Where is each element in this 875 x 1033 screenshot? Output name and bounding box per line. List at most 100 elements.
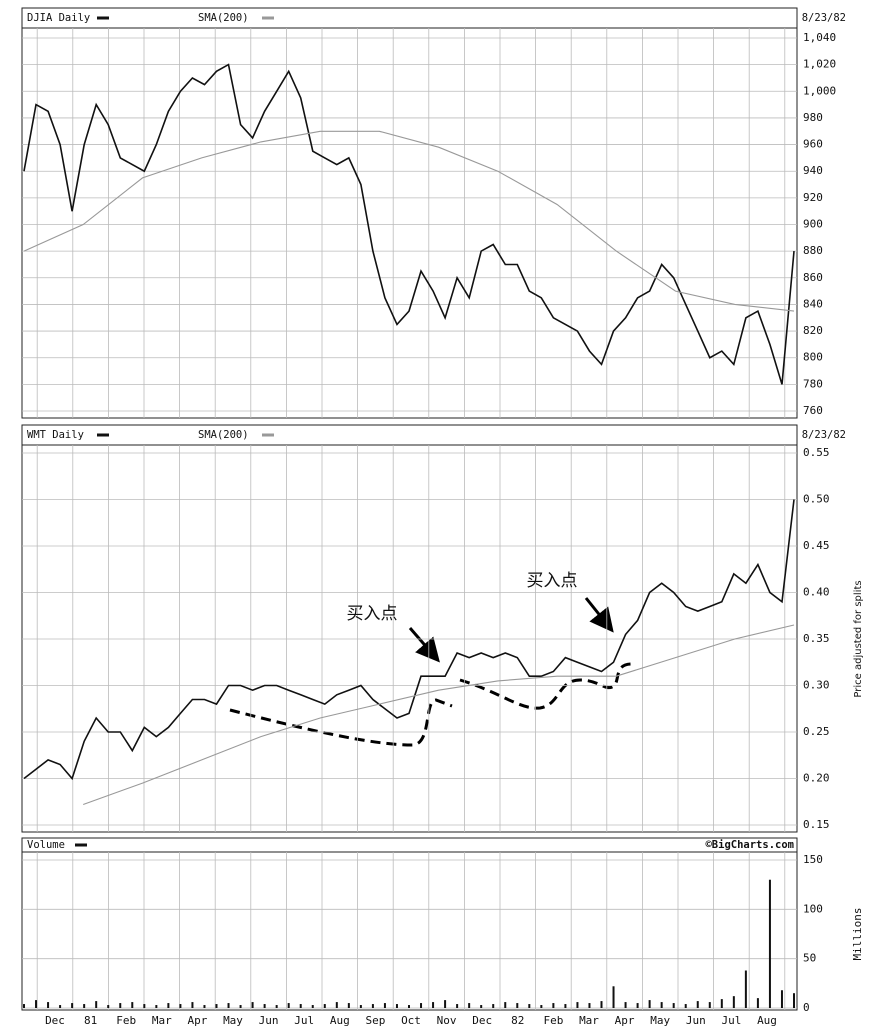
volume-bar <box>564 1004 567 1008</box>
volume-bar <box>191 1002 194 1008</box>
volume-bar <box>263 1004 266 1008</box>
volume-bar <box>203 1005 206 1008</box>
volume-bar <box>311 1005 314 1008</box>
legend-label: SMA(200) <box>198 429 249 441</box>
x-tick-label: Dec <box>472 1014 492 1027</box>
x-tick-label: Oct <box>401 1014 421 1027</box>
y-tick-label: 900 <box>803 218 823 231</box>
volume-bar <box>35 1000 38 1008</box>
x-tick-label: Mar <box>579 1014 599 1027</box>
volume-bar <box>576 1002 579 1008</box>
annotation: 买入点 <box>527 571 578 590</box>
panel-title: Volume <box>27 839 65 851</box>
arrow <box>408 627 440 663</box>
price-line <box>83 624 795 806</box>
x-tick-label: May <box>650 1014 670 1027</box>
volume-bar <box>468 1003 471 1008</box>
y-tick-label: 840 <box>803 297 823 310</box>
y-tick-label: 760 <box>803 404 823 417</box>
volume-bar <box>720 999 723 1008</box>
y-tick-label: 0.45 <box>803 539 830 552</box>
x-tick-label: Apr <box>187 1014 207 1027</box>
volume-bar <box>612 986 615 1008</box>
legend-label: SMA(200) <box>198 12 249 24</box>
x-tick-label: Aug <box>330 1014 350 1027</box>
x-tick-label: Nov <box>437 1014 457 1027</box>
y-tick-label: 100 <box>803 902 823 915</box>
panel-title: DJIA Daily <box>27 12 90 24</box>
y-tick-label: 0 <box>803 1001 810 1014</box>
volume-bar <box>299 1004 302 1008</box>
panel-frame <box>21 424 798 833</box>
volume-bar <box>131 1002 134 1008</box>
volume-bar <box>47 1002 50 1008</box>
y-tick-label: 0.25 <box>803 725 830 738</box>
volume-bar <box>119 1003 122 1008</box>
x-tick-label: Feb <box>543 1014 563 1027</box>
volume-bar <box>552 1003 555 1008</box>
x-tick-label: May <box>223 1014 243 1027</box>
volume-bar <box>780 990 783 1008</box>
volume-bar <box>215 1004 218 1008</box>
x-tick-label: Mar <box>152 1014 172 1027</box>
volume-bar <box>371 1004 374 1008</box>
volume-bar <box>672 1003 675 1008</box>
price-line <box>23 130 795 312</box>
y-tick-label: 920 <box>803 191 823 204</box>
y-tick-label: 940 <box>803 164 823 177</box>
x-tick-label: Apr <box>615 1014 635 1027</box>
volume-bar <box>768 879 771 1008</box>
y-tick-label: 1,020 <box>803 58 836 71</box>
volume-bar <box>600 1001 603 1008</box>
volume-bar <box>335 1002 338 1008</box>
y-tick-label: 820 <box>803 324 823 337</box>
volume-bar <box>395 1004 398 1008</box>
volume-bar <box>347 1003 350 1008</box>
volume-bar <box>239 1005 242 1008</box>
y-tick-label: 0.30 <box>803 679 830 692</box>
volume-bar <box>95 1001 98 1008</box>
x-tick-label: Jul <box>721 1014 741 1027</box>
y-tick-label: 0.40 <box>803 586 830 599</box>
volume-bar <box>143 1004 146 1008</box>
volume-bar <box>660 1002 663 1008</box>
y-tick-label: 1,040 <box>803 31 836 44</box>
volume-bar <box>588 1003 591 1008</box>
y-axis-title: Millions <box>851 908 864 961</box>
plot-layer <box>21 7 798 1011</box>
volume-bar <box>696 1001 699 1008</box>
volume-bar <box>167 1003 170 1008</box>
volume-bar <box>359 1005 362 1008</box>
volume-bar <box>275 1005 278 1008</box>
y-tick-label: 50 <box>803 952 816 965</box>
volume-bar <box>155 1005 158 1008</box>
y-tick-label: 860 <box>803 271 823 284</box>
x-tick-label: Dec <box>45 1014 65 1027</box>
volume-bar <box>323 1004 326 1008</box>
volume-bar <box>516 1003 519 1008</box>
x-tick-label: Sep <box>365 1014 385 1027</box>
price-line <box>23 63 795 385</box>
volume-bar <box>504 1002 507 1008</box>
volume-bar <box>83 1004 86 1008</box>
volume-bar <box>528 1004 531 1008</box>
date-label: 8/23/82 <box>802 12 846 24</box>
volume-bar <box>408 1005 410 1008</box>
y-tick-label: 1,000 <box>803 84 836 97</box>
volume-bar <box>793 993 795 1008</box>
y-tick-label: 980 <box>803 111 823 124</box>
volume-bar <box>444 1000 447 1008</box>
credit: ©BigCharts.com <box>705 839 794 851</box>
x-tick-label: Feb <box>116 1014 136 1027</box>
x-tick-label: Aug <box>757 1014 777 1027</box>
y-tick-label: 0.35 <box>803 632 830 645</box>
volume-bar <box>540 1005 543 1008</box>
y-tick-label: 0.55 <box>803 446 830 459</box>
y-tick-label: 960 <box>803 138 823 151</box>
y-tick-label: 880 <box>803 244 823 257</box>
label-layer: 1,040 1,020 1,000 980 960 940 920 900 880 860 840 8… <box>27 12 864 1027</box>
volume-bar <box>23 1004 25 1008</box>
x-tick-label: Jun <box>686 1014 706 1027</box>
volume-bar <box>732 996 735 1008</box>
